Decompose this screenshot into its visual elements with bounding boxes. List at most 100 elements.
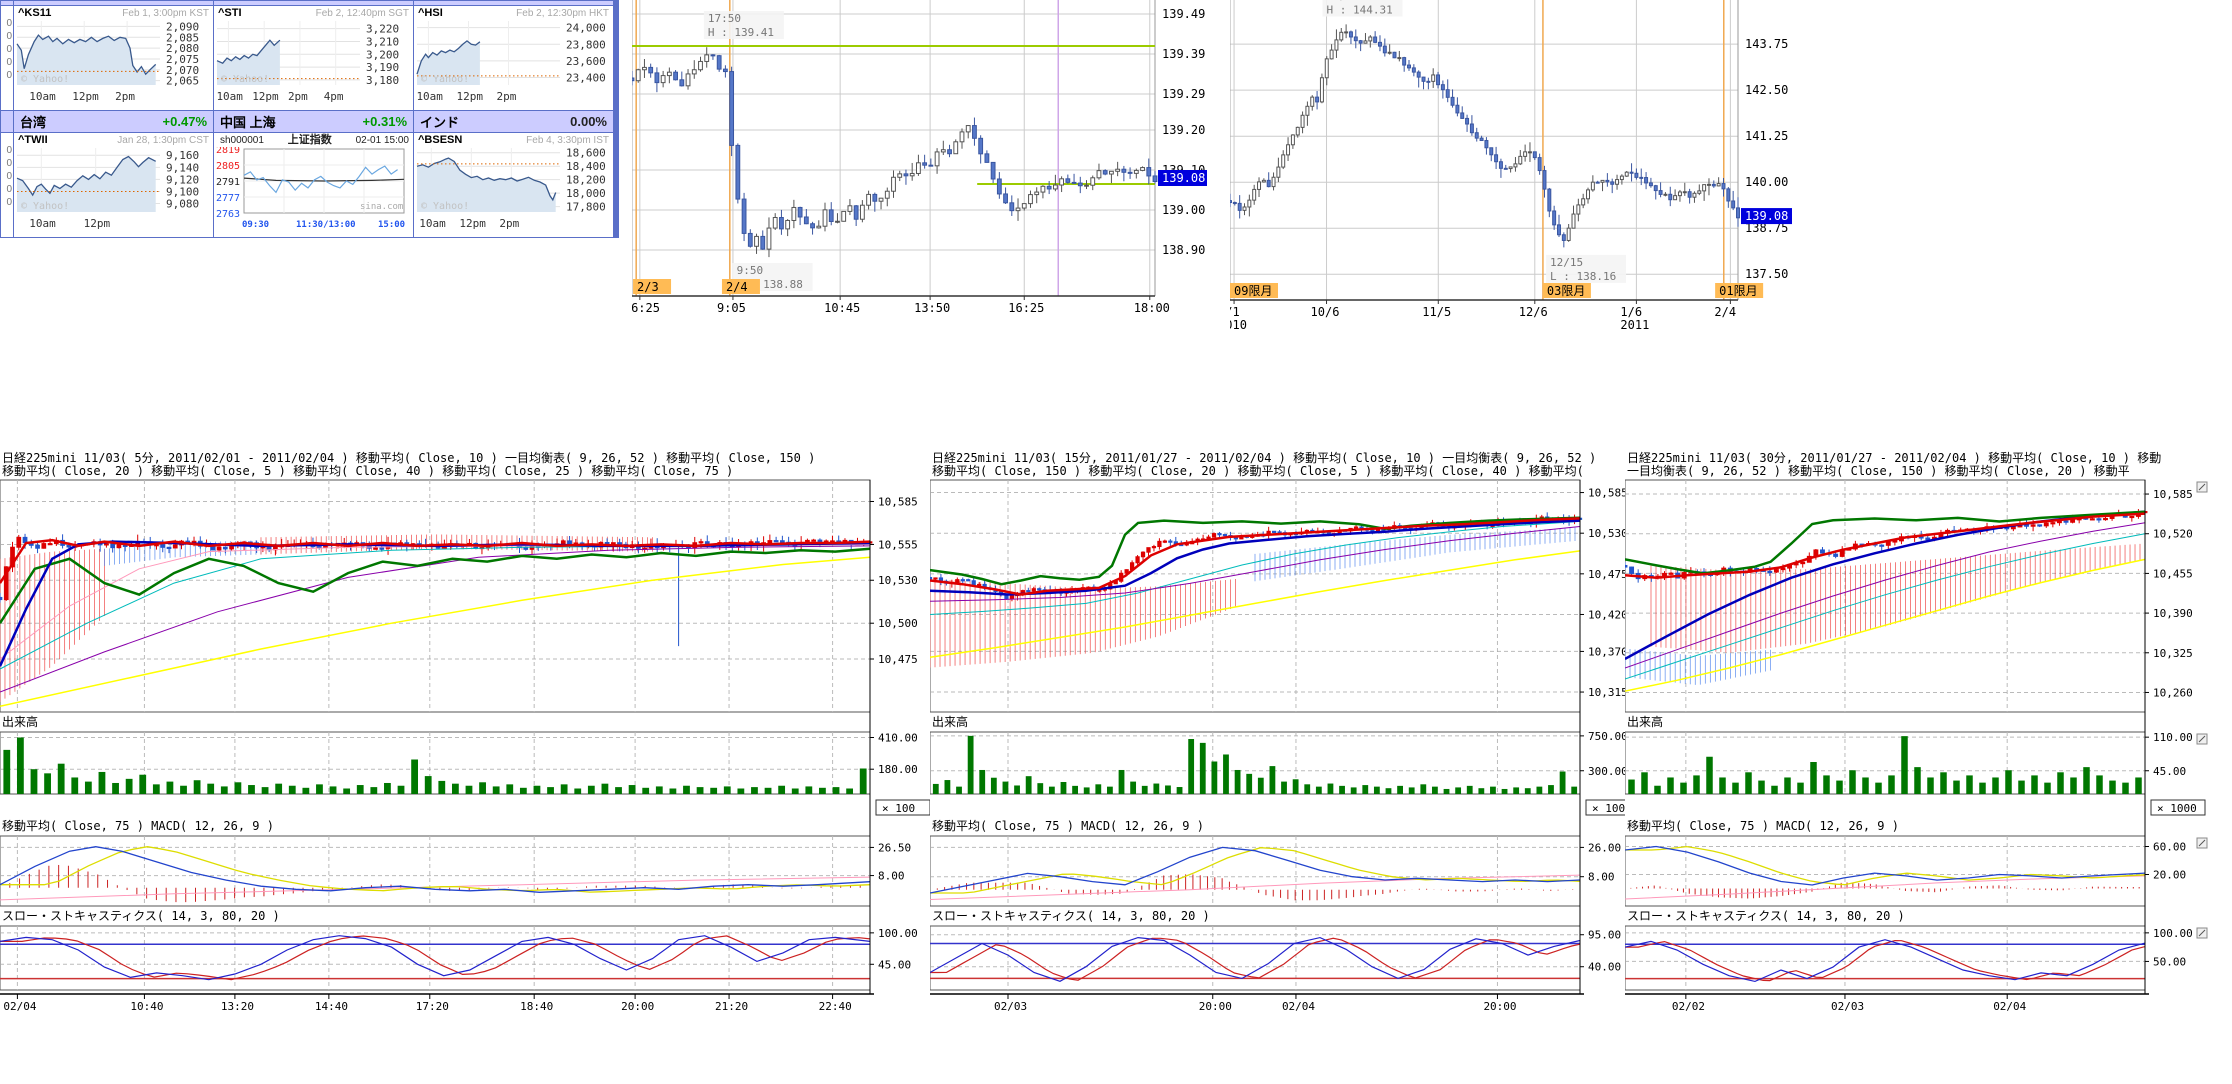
- nikkei225mini-30min-chart[interactable]: 日経225mini 11/03( 30分, 2011/01/27 - 2011/…: [1622, 448, 2232, 1025]
- svg-text:09限月: 09限月: [1234, 284, 1272, 298]
- svg-text:20.00: 20.00: [2153, 869, 2186, 882]
- svg-text:8.00: 8.00: [1588, 871, 1615, 884]
- daily-last-price-tag: 139.08: [1741, 208, 1792, 225]
- region-change-pct: 0.00%: [570, 114, 607, 129]
- region-band-2[interactable]: インド 0.00%: [414, 111, 613, 132]
- svg-text:16:25: 16:25: [632, 301, 660, 315]
- svg-text:10,520: 10,520: [2153, 528, 2193, 541]
- index-chart-twii[interactable]: ^TWII Jan 28, 1:30pm CST 9,160 9,140 9,120 9,…: [14, 133, 213, 237]
- svg-text:139.00: 139.00: [1162, 203, 1205, 217]
- svg-text:10am: 10am: [216, 90, 243, 103]
- panel-resize-icon[interactable]: [2196, 481, 2208, 493]
- svg-text:11/5: 11/5: [1422, 305, 1451, 319]
- svg-text:21:20: 21:20: [715, 1000, 748, 1013]
- svg-text:138.90: 138.90: [1162, 243, 1205, 257]
- region-change-pct: +0.47%: [162, 114, 207, 129]
- tech-chart-surface[interactable]: 日経225mini 11/03( 15分, 2011/01/27 - 2011/…: [927, 448, 1641, 1020]
- region-name: 台湾: [20, 115, 47, 130]
- svg-text:18:00: 18:00: [1134, 301, 1170, 315]
- svg-text:02/03: 02/03: [994, 1000, 1027, 1013]
- svg-text:日経225mini 11/03( 15分, 2011/01/: 日経225mini 11/03( 15分, 2011/01/27 - 2011/…: [932, 451, 1596, 465]
- index-symbol: ^TWII: [18, 134, 48, 146]
- svg-text:18:40: 18:40: [520, 1000, 553, 1013]
- svg-text:10/6: 10/6: [1311, 305, 1340, 319]
- svg-text:01限月: 01限月: [1719, 284, 1757, 298]
- region-band-1[interactable]: 中国 上海 +0.31%: [214, 111, 413, 132]
- x-axis: 02/03 20:00 02/04 20:00: [930, 993, 1584, 1013]
- panel-resize-icon[interactable]: [2196, 837, 2208, 849]
- index-chart-header: ^HSI Feb 2, 12:30pm HKT: [414, 6, 613, 20]
- tech-chart-surface[interactable]: 日経225mini 11/03( 5分, 2011/02/01 - 2011/0…: [0, 448, 931, 1020]
- cut-header-band: [1, 1, 13, 5]
- svg-text:18,400: 18,400: [566, 160, 606, 173]
- svg-text:09:30: 09:30: [242, 220, 269, 230]
- svg-text:9,100: 9,100: [166, 185, 199, 198]
- svg-text:95.00: 95.00: [1588, 929, 1621, 942]
- svg-text:2/4: 2/4: [726, 280, 748, 294]
- svg-text:10/06: 10/06: [1327, 0, 1360, 3]
- daily-futures-chart[interactable]: 10/06H : 144.31 12/15L : 138.16 9/12010 10/…: [1218, 0, 1795, 337]
- intraday-futures-chart[interactable]: 17:50H : 139.419:50L : 138.8816:259:0510…: [624, 0, 1210, 323]
- panel-resize-icon[interactable]: [2196, 927, 2208, 939]
- svg-text:60.00: 60.00: [2153, 841, 2186, 854]
- svg-text:139.08: 139.08: [1162, 171, 1205, 185]
- svg-text:20:00: 20:00: [621, 1000, 654, 1013]
- svg-text:× 100: × 100: [882, 802, 915, 815]
- index-chart-sti[interactable]: ^STI Feb 2, 12:40pm SGT 3,220 3,210 3,200 3,1…: [214, 6, 413, 110]
- index-sparkline[interactable]: 24,000 23,800 23,600 23,400 © Yahoo! 10am 12pm…: [414, 20, 613, 110]
- svg-text:45.00: 45.00: [878, 958, 911, 971]
- svg-text:sina.com: sina.com: [360, 202, 403, 212]
- region-band-0[interactable]: 台湾 +0.47%: [14, 111, 213, 132]
- svg-text:© Yahoo!: © Yahoo!: [21, 74, 69, 85]
- svg-text:11:30/13:00: 11:30/13:00: [296, 220, 356, 230]
- svg-text:2pm: 2pm: [115, 90, 135, 103]
- svg-text:移動平均( Close, 75 ) MACD( 12,: 移動平均( Close, 75 ) MACD( 12, 26, 9 ): [2, 819, 274, 833]
- svg-text:3,210: 3,210: [366, 35, 399, 48]
- daily-surface[interactable]: 10/06H : 144.31 12/15L : 138.16 9/12010 10/…: [1218, 0, 1795, 332]
- svg-text:15:00: 15:00: [378, 220, 405, 230]
- svg-text:9:05: 9:05: [717, 301, 746, 315]
- svg-text:× 1000: × 1000: [2157, 802, 2197, 815]
- svg-text:12/6: 12/6: [1519, 305, 1548, 319]
- svg-text:17,800: 17,800: [566, 201, 606, 214]
- svg-text:10,260: 10,260: [2153, 686, 2193, 699]
- svg-text:9,160: 9,160: [166, 149, 199, 162]
- svg-text:02/04: 02/04: [3, 1000, 36, 1013]
- daily-session-badge: 09限月: [1230, 283, 1278, 298]
- svg-text:2819: 2819: [216, 147, 240, 156]
- panel-resize-icon[interactable]: [2196, 733, 2208, 745]
- svg-text:一目均衡表( 9, 26, 52 ) 移動平均( Clo: 一目均衡表( 9, 26, 52 ) 移動平均( Close, 150 ) 移動…: [1627, 464, 2130, 478]
- svg-text:2,090: 2,090: [166, 20, 199, 33]
- svg-text:10am: 10am: [29, 217, 56, 230]
- svg-text:02/02: 02/02: [1672, 1000, 1705, 1013]
- svg-text:L : 138.16: L : 138.16: [1550, 270, 1616, 283]
- nikkei225mini-15min-chart[interactable]: 日経225mini 11/03( 15分, 2011/01/27 - 2011/…: [927, 448, 1641, 1025]
- svg-text:8.00: 8.00: [878, 870, 905, 883]
- index-chart-sh000001[interactable]: sh000001 上证指数 02-01 15:00 2819 2805 2791 2777 2…: [214, 133, 413, 237]
- svg-text:13:50: 13:50: [914, 301, 950, 315]
- svg-text:137.50: 137.50: [1745, 267, 1788, 281]
- tech-chart-surface[interactable]: 日経225mini 11/03( 30分, 2011/01/27 - 2011/…: [1622, 448, 2232, 1020]
- nikkei225mini-5min-chart[interactable]: 日経225mini 11/03( 5分, 2011/02/01 - 2011/0…: [0, 448, 931, 1025]
- intraday-session-badge: 2/3: [633, 279, 672, 294]
- intraday-surface[interactable]: 17:50H : 139.419:50L : 138.8816:259:0510…: [624, 0, 1210, 318]
- volume-scale-box: × 100: [875, 799, 931, 816]
- svg-text:10am: 10am: [416, 90, 443, 103]
- index-chart-hsi[interactable]: ^HSI Feb 2, 12:30pm HKT 24,000 23,800 23,600…: [414, 6, 613, 110]
- index-chart-ks11[interactable]: ^KS11 Feb 1, 3:00pm KST 2,090 2,085 2,080 2,0…: [14, 6, 213, 110]
- svg-text:移動平均( Close, 20 ) 移動平均( Clos: 移動平均( Close, 20 ) 移動平均( Close, 5 ) 移動平均(…: [2, 464, 733, 478]
- index-sparkline[interactable]: 2819 2805 2791 2777 2763 sina.com 09:30 11:30/1…: [214, 145, 413, 237]
- svg-text:18,600: 18,600: [566, 147, 606, 160]
- svg-text:2/3: 2/3: [637, 280, 659, 294]
- svg-text:2pm: 2pm: [499, 217, 519, 230]
- svg-text:10,585: 10,585: [1588, 487, 1625, 500]
- svg-text:© Yahoo!: © Yahoo!: [421, 74, 469, 85]
- index-chart-bsesn[interactable]: ^BSESN Feb 4, 3:30pm IST 18,600 18,400 18,20…: [414, 133, 613, 237]
- intraday-annotation: 17:50H : 139.41: [703, 11, 784, 39]
- svg-text:750.00: 750.00: [1588, 730, 1625, 743]
